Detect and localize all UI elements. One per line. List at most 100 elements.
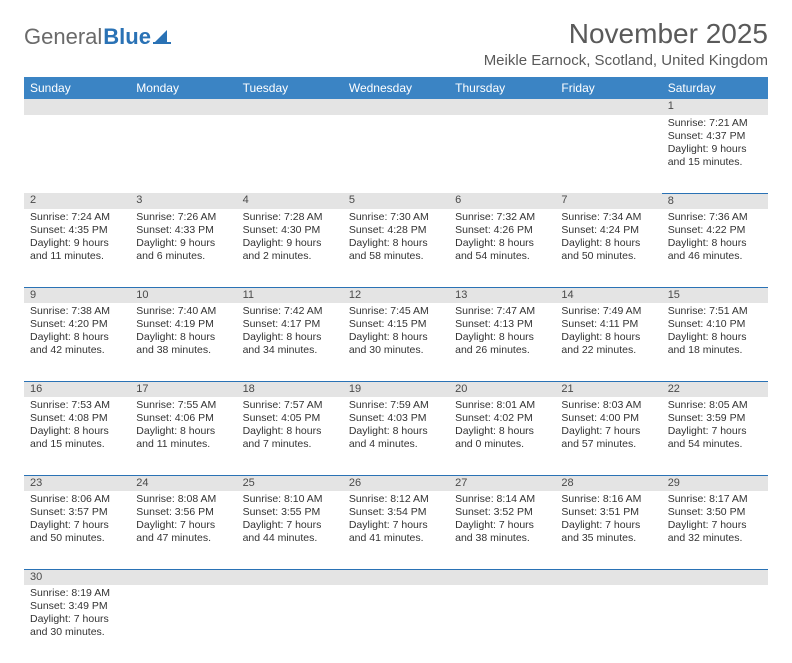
sunrise: Sunrise: 8:16 AM — [561, 493, 655, 506]
sunrise: Sunrise: 7:26 AM — [136, 211, 230, 224]
daylight: Daylight: 7 hours and 47 minutes. — [136, 519, 230, 545]
day-cell: Sunrise: 7:55 AMSunset: 4:06 PMDaylight:… — [130, 397, 236, 475]
day-cell: Sunrise: 8:17 AMSunset: 3:50 PMDaylight:… — [662, 491, 768, 569]
day-content: Sunrise: 7:34 AMSunset: 4:24 PMDaylight:… — [555, 209, 661, 268]
day-number: 3 — [130, 193, 236, 207]
daylight: Daylight: 8 hours and 38 minutes. — [136, 331, 230, 357]
sunset: Sunset: 4:24 PM — [561, 224, 655, 237]
sunrise: Sunrise: 7:30 AM — [349, 211, 443, 224]
sunrise: Sunrise: 7:21 AM — [668, 117, 762, 130]
sunset: Sunset: 4:26 PM — [455, 224, 549, 237]
daylight: Daylight: 8 hours and 15 minutes. — [30, 425, 124, 451]
daylight: Daylight: 8 hours and 34 minutes. — [243, 331, 337, 357]
daynum-cell: 30 — [24, 569, 130, 585]
day-cell: Sunrise: 7:40 AMSunset: 4:19 PMDaylight:… — [130, 303, 236, 381]
day-content: Sunrise: 7:42 AMSunset: 4:17 PMDaylight:… — [237, 303, 343, 362]
day-number: 5 — [343, 193, 449, 207]
day-content: Sunrise: 7:55 AMSunset: 4:06 PMDaylight:… — [130, 397, 236, 456]
sunset: Sunset: 4:11 PM — [561, 318, 655, 331]
sunrise: Sunrise: 7:51 AM — [668, 305, 762, 318]
daylight: Daylight: 9 hours and 15 minutes. — [668, 143, 762, 169]
day-cell — [343, 585, 449, 663]
day-content: Sunrise: 8:03 AMSunset: 4:00 PMDaylight:… — [555, 397, 661, 456]
day-content: Sunrise: 7:32 AMSunset: 4:26 PMDaylight:… — [449, 209, 555, 268]
sunrise: Sunrise: 7:36 AM — [668, 211, 762, 224]
day-content: Sunrise: 7:28 AMSunset: 4:30 PMDaylight:… — [237, 209, 343, 268]
daynum-cell: 3 — [130, 193, 236, 209]
daylight: Daylight: 9 hours and 2 minutes. — [243, 237, 337, 263]
daylight: Daylight: 8 hours and 58 minutes. — [349, 237, 443, 263]
day-cell: Sunrise: 7:24 AMSunset: 4:35 PMDaylight:… — [24, 209, 130, 287]
day-cell: Sunrise: 8:10 AMSunset: 3:55 PMDaylight:… — [237, 491, 343, 569]
sunrise: Sunrise: 8:10 AM — [243, 493, 337, 506]
daynum-cell — [343, 569, 449, 585]
sunset: Sunset: 4:02 PM — [455, 412, 549, 425]
day-cell — [237, 585, 343, 663]
day-number: 25 — [237, 476, 343, 490]
day-header: Sunday — [24, 77, 130, 99]
day-header: Wednesday — [343, 77, 449, 99]
daylight: Daylight: 8 hours and 0 minutes. — [455, 425, 549, 451]
daynum-cell — [449, 569, 555, 585]
daylight: Daylight: 8 hours and 11 minutes. — [136, 425, 230, 451]
daylight: Daylight: 8 hours and 18 minutes. — [668, 331, 762, 357]
day-cell: Sunrise: 8:08 AMSunset: 3:56 PMDaylight:… — [130, 491, 236, 569]
day-content: Sunrise: 8:05 AMSunset: 3:59 PMDaylight:… — [662, 397, 768, 456]
daynum-cell: 8 — [662, 193, 768, 209]
logo-sail-icon — [153, 28, 173, 44]
day-cell: Sunrise: 7:26 AMSunset: 4:33 PMDaylight:… — [130, 209, 236, 287]
daynum-cell — [662, 569, 768, 585]
day-header: Tuesday — [237, 77, 343, 99]
daynum-row: 2345678 — [24, 193, 768, 209]
day-number: 7 — [555, 193, 661, 207]
day-number: 15 — [662, 288, 768, 302]
daynum-cell: 25 — [237, 475, 343, 491]
sunrise: Sunrise: 7:32 AM — [455, 211, 549, 224]
day-cell: Sunrise: 7:38 AMSunset: 4:20 PMDaylight:… — [24, 303, 130, 381]
daylight: Daylight: 8 hours and 46 minutes. — [668, 237, 762, 263]
daynum-cell — [237, 99, 343, 115]
daynum-cell: 13 — [449, 287, 555, 303]
day-content: Sunrise: 7:51 AMSunset: 4:10 PMDaylight:… — [662, 303, 768, 362]
day-cell: Sunrise: 7:30 AMSunset: 4:28 PMDaylight:… — [343, 209, 449, 287]
sunset: Sunset: 4:37 PM — [668, 130, 762, 143]
week-row: Sunrise: 8:19 AMSunset: 3:49 PMDaylight:… — [24, 585, 768, 663]
day-cell: Sunrise: 8:14 AMSunset: 3:52 PMDaylight:… — [449, 491, 555, 569]
day-number: 9 — [24, 288, 130, 302]
daynum-cell: 7 — [555, 193, 661, 209]
daynum-cell: 24 — [130, 475, 236, 491]
day-content: Sunrise: 7:30 AMSunset: 4:28 PMDaylight:… — [343, 209, 449, 268]
daynum-cell: 1 — [662, 99, 768, 115]
daylight: Daylight: 7 hours and 35 minutes. — [561, 519, 655, 545]
day-number: 18 — [237, 382, 343, 396]
sunset: Sunset: 4:20 PM — [30, 318, 124, 331]
daylight: Daylight: 8 hours and 26 minutes. — [455, 331, 549, 357]
daynum-row: 9101112131415 — [24, 287, 768, 303]
daynum-cell: 23 — [24, 475, 130, 491]
sunset: Sunset: 4:13 PM — [455, 318, 549, 331]
sunrise: Sunrise: 8:17 AM — [668, 493, 762, 506]
daynum-cell — [130, 569, 236, 585]
day-cell: Sunrise: 7:42 AMSunset: 4:17 PMDaylight:… — [237, 303, 343, 381]
sunrise: Sunrise: 7:34 AM — [561, 211, 655, 224]
sunset: Sunset: 3:50 PM — [668, 506, 762, 519]
day-cell: Sunrise: 7:32 AMSunset: 4:26 PMDaylight:… — [449, 209, 555, 287]
sunrise: Sunrise: 8:14 AM — [455, 493, 549, 506]
day-cell — [130, 585, 236, 663]
day-content: Sunrise: 8:08 AMSunset: 3:56 PMDaylight:… — [130, 491, 236, 550]
day-cell: Sunrise: 7:45 AMSunset: 4:15 PMDaylight:… — [343, 303, 449, 381]
day-cell: Sunrise: 7:47 AMSunset: 4:13 PMDaylight:… — [449, 303, 555, 381]
logo-text-1: General — [24, 24, 102, 50]
sunrise: Sunrise: 7:53 AM — [30, 399, 124, 412]
daylight: Daylight: 7 hours and 41 minutes. — [349, 519, 443, 545]
sunrise: Sunrise: 8:12 AM — [349, 493, 443, 506]
sunrise: Sunrise: 7:57 AM — [243, 399, 337, 412]
daynum-cell: 18 — [237, 381, 343, 397]
month-title: November 2025 — [484, 18, 768, 50]
day-header: Saturday — [662, 77, 768, 99]
sunset: Sunset: 4:06 PM — [136, 412, 230, 425]
sunrise: Sunrise: 8:08 AM — [136, 493, 230, 506]
day-content: Sunrise: 7:26 AMSunset: 4:33 PMDaylight:… — [130, 209, 236, 268]
daylight: Daylight: 7 hours and 50 minutes. — [30, 519, 124, 545]
day-number: 22 — [662, 382, 768, 396]
